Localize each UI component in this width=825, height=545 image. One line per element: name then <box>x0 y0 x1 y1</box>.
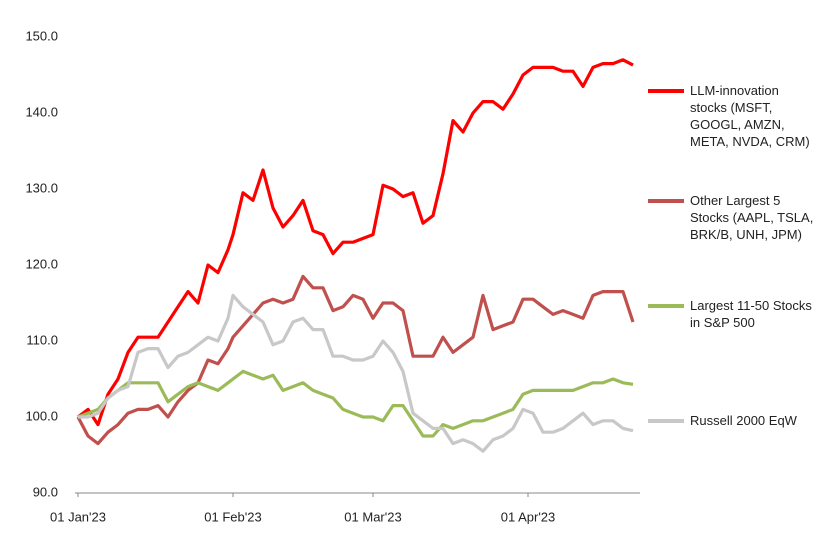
x-tick-label: 01 Jan'23 <box>50 509 106 524</box>
series-line <box>77 369 634 438</box>
y-tick-label: 130.0 <box>25 180 58 195</box>
legend-entry: Largest 11-50 Stocks in S&P 500 <box>648 297 820 331</box>
legend-entry: Other Largest 5 Stocks (AAPL, TSLA, BRK/… <box>648 192 820 243</box>
y-tick-label: 140.0 <box>25 104 58 119</box>
y-tick-label: 120.0 <box>25 256 58 271</box>
legend-label: Largest 11-50 Stocks in S&P 500 <box>690 298 812 330</box>
series-line <box>78 293 634 453</box>
legend-swatch <box>648 304 684 308</box>
legend-label: Other Largest 5 Stocks (AAPL, TSLA, BRK/… <box>690 193 814 242</box>
legend-label: LLM-innovation stocks (MSFT, GOOGL, AMZN… <box>690 83 810 149</box>
y-tick-label: 100.0 <box>25 408 58 423</box>
legend-swatch <box>648 199 684 203</box>
legend-swatch <box>648 419 684 423</box>
legend-entry: LLM-innovation stocks (MSFT, GOOGL, AMZN… <box>648 82 820 150</box>
legend-entry: Russell 2000 EqW <box>648 412 820 429</box>
x-tick-label: 01 Apr'23 <box>501 509 556 524</box>
y-tick-label: 90.0 <box>33 484 58 499</box>
x-tick-label: 01 Mar'23 <box>344 509 401 524</box>
series-line <box>77 58 634 427</box>
series-line <box>76 274 635 446</box>
y-tick-label: 110.0 <box>26 332 58 347</box>
legend-label: Russell 2000 EqW <box>690 413 797 428</box>
y-tick-label: 150.0 <box>25 28 58 43</box>
x-tick-label: 01 Feb'23 <box>204 509 261 524</box>
legend-swatch <box>648 89 684 93</box>
